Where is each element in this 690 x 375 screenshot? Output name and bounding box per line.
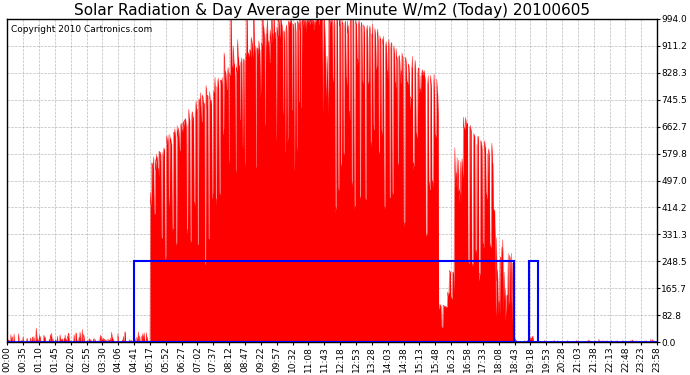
Bar [529,261,538,342]
Bar [134,261,515,342]
Title: Solar Radiation & Day Average per Minute W/m2 (Today) 20100605: Solar Radiation & Day Average per Minute… [75,3,590,18]
Text: Copyright 2010 Cartronics.com: Copyright 2010 Cartronics.com [10,26,152,34]
